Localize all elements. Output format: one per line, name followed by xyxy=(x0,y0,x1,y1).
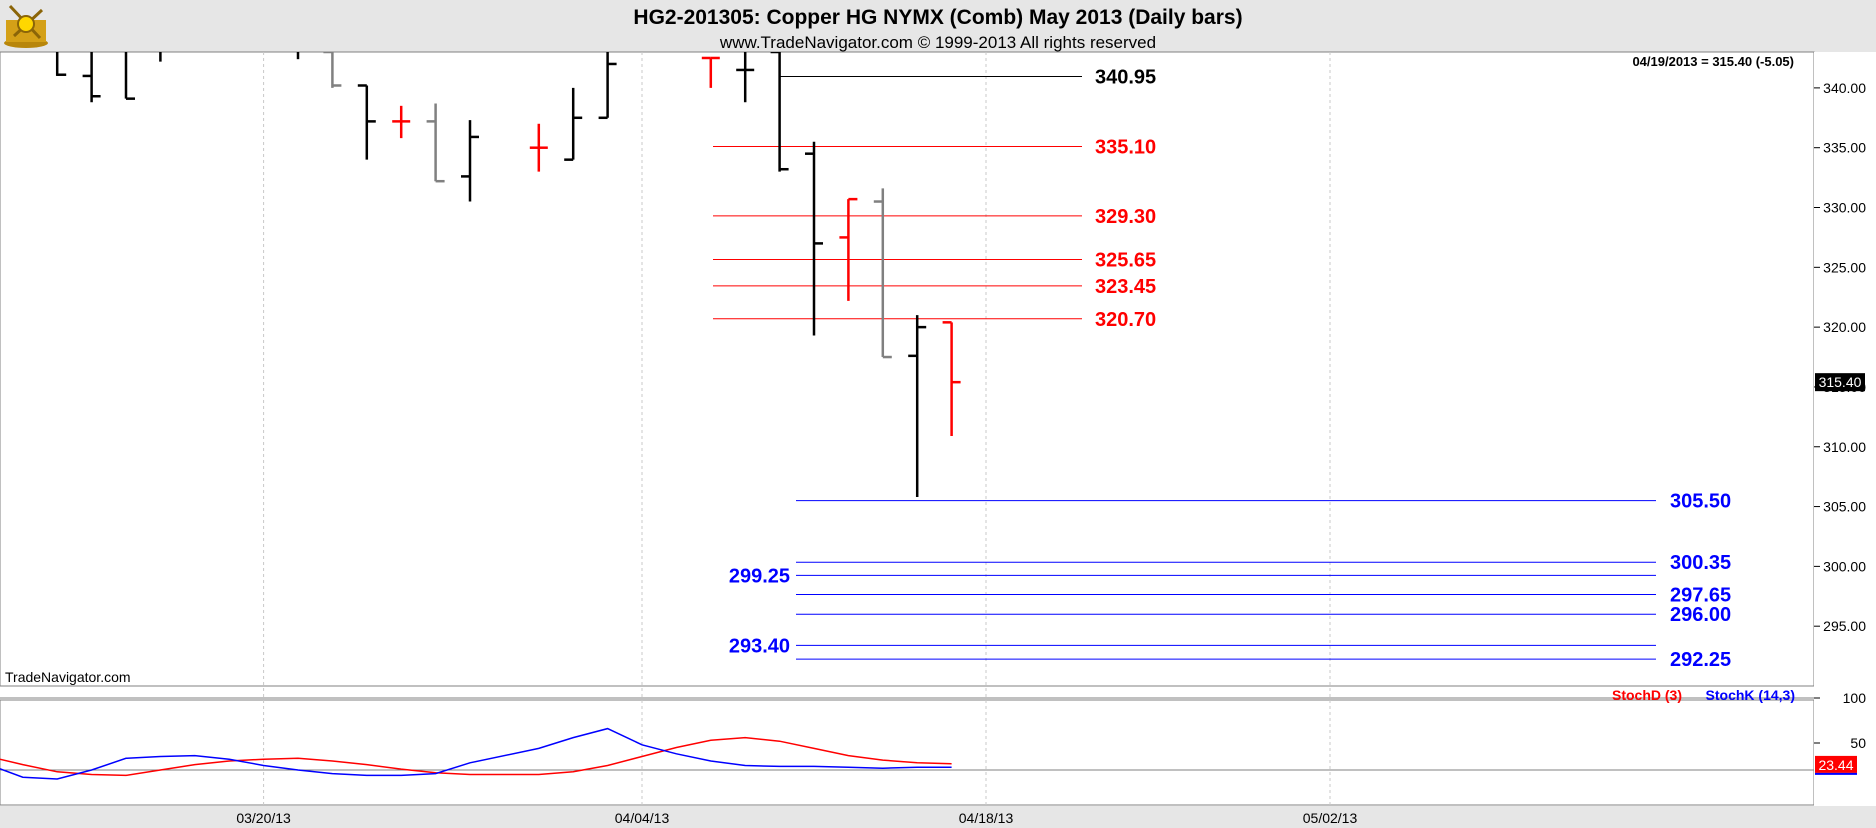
header-background xyxy=(0,0,1876,52)
ohlc-bar xyxy=(770,52,789,172)
price-level-label: 300.35 xyxy=(1670,552,1731,574)
price-tick-label: 320.00 xyxy=(1823,319,1866,335)
price-tick-label: 325.00 xyxy=(1823,259,1866,275)
ohlc-bar xyxy=(805,141,823,336)
stoch-value-box xyxy=(1815,755,1857,773)
ohlc-bar xyxy=(461,120,479,202)
ohlc-bar xyxy=(701,56,720,88)
price-level-label: 293.40 xyxy=(729,635,790,657)
price-tick-label: 330.00 xyxy=(1823,200,1866,216)
ohlc-bar xyxy=(598,52,617,120)
price-tick-label: 300.00 xyxy=(1823,558,1866,574)
date-axis-strip xyxy=(0,806,1876,828)
price-tick-label: 295.00 xyxy=(1823,618,1866,634)
date-tick-label: 04/04/13 xyxy=(615,810,670,826)
price-panel xyxy=(0,51,1815,687)
last-price-label: 315.40 xyxy=(1819,374,1862,390)
price-level-label: 305.50 xyxy=(1670,491,1731,513)
price-level-label: 320.70 xyxy=(1095,309,1156,331)
ohlc-bar xyxy=(736,52,755,103)
date-tick-label: 04/18/13 xyxy=(959,810,1014,826)
price-level-label: 335.10 xyxy=(1095,137,1156,159)
chart-title: HG2-201305: Copper HG NYMX (Comb) May 20… xyxy=(633,6,1242,29)
price-level-label: 299.25 xyxy=(729,565,790,587)
stoch-value-label: 23.44 xyxy=(1818,757,1853,773)
price-level-label: 325.65 xyxy=(1095,250,1156,272)
axes: 03/20/13 04/04/13 04/18/13 05/02/13 295.00 30… xyxy=(236,80,1866,826)
ohlc-bars xyxy=(55,52,961,497)
price-tick-label: 335.00 xyxy=(1823,140,1866,156)
ohlc-bar xyxy=(82,52,101,103)
ohlc-bar xyxy=(426,103,445,183)
price-tick-label: 310.00 xyxy=(1823,439,1866,455)
last-quote: 04/19/2013 = 315.40 (-5.05) xyxy=(1632,54,1794,69)
date-tick-label: 03/20/13 xyxy=(236,810,291,826)
price-level-label: 297.65 xyxy=(1670,584,1731,606)
date-tick-label: 05/02/13 xyxy=(1303,810,1358,826)
price-tick-label: 305.00 xyxy=(1823,499,1866,515)
ohlc-bar xyxy=(942,321,961,436)
ohlc-bar xyxy=(323,52,342,88)
ohlc-bar xyxy=(55,52,67,76)
stoch-legend-d: StochD (3) xyxy=(1612,687,1682,703)
stoch-legend-k: StochK (14,3) xyxy=(1706,687,1795,703)
price-tick-label: 340.00 xyxy=(1823,80,1866,96)
price-level-label: 292.25 xyxy=(1670,649,1731,671)
stoch-tick-label: 100 xyxy=(1843,690,1867,706)
ohlc-bar xyxy=(839,197,858,301)
logo-icon xyxy=(4,4,48,48)
last-price-box xyxy=(1815,373,1865,392)
right-axis-strip xyxy=(1814,52,1876,806)
watermark: TradeNavigator.com xyxy=(5,669,131,685)
price-level-label: 296.00 xyxy=(1670,604,1731,626)
stoch-panel xyxy=(0,699,1815,806)
price-level-label: 323.45 xyxy=(1095,276,1156,298)
ohlc-bar xyxy=(124,52,135,100)
stoch-tick-label: 50 xyxy=(1850,735,1866,751)
stoch-series-line xyxy=(0,736,952,777)
ohlc-bar xyxy=(908,315,927,497)
ohlc-bar xyxy=(564,87,583,161)
stochastic-lines xyxy=(0,727,952,780)
price-level-label: 329.30 xyxy=(1095,206,1156,228)
price-levels: 340.95 335.10 329.30 325.65 323.45 320.70 305.… xyxy=(713,67,1731,671)
ohlc-bar xyxy=(357,84,376,160)
price-level-label: 340.95 xyxy=(1095,67,1156,89)
chart-subtitle: www.TradeNavigator.com © 1999-2013 All r… xyxy=(719,33,1156,52)
ohlc-bar xyxy=(873,188,892,359)
stoch-series-line xyxy=(0,727,952,780)
ohlc-bar xyxy=(529,123,548,172)
ohlc-bar xyxy=(392,105,411,139)
